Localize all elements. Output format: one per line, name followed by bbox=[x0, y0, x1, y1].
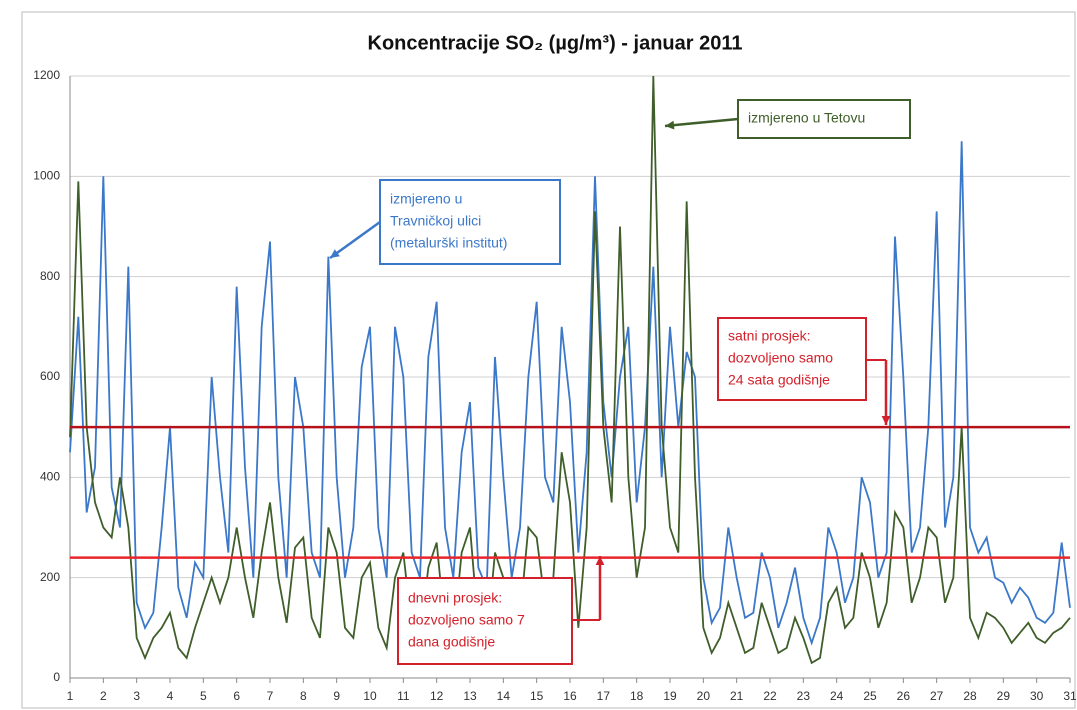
x-tick-label: 9 bbox=[333, 689, 340, 703]
arrow-head bbox=[665, 120, 675, 130]
x-tick-label: 13 bbox=[463, 689, 477, 703]
x-tick-label: 14 bbox=[497, 689, 511, 703]
chart-title: Koncentracije SO₂ (µg/m³) - januar 2011 bbox=[368, 32, 743, 54]
x-tick-label: 8 bbox=[300, 689, 307, 703]
x-tick-label: 28 bbox=[963, 689, 977, 703]
x-tick-label: 4 bbox=[167, 689, 174, 703]
annotation-arrow bbox=[664, 117, 739, 128]
arrow-head bbox=[330, 249, 340, 258]
annotation-text: Travničkoj ulici bbox=[390, 213, 481, 229]
y-tick-label: 1200 bbox=[33, 68, 60, 82]
x-tick-label: 18 bbox=[630, 689, 644, 703]
y-tick-label: 600 bbox=[40, 369, 60, 383]
x-tick-label: 3 bbox=[133, 689, 140, 703]
x-tick-label: 29 bbox=[997, 689, 1011, 703]
x-tick-label: 23 bbox=[797, 689, 811, 703]
annotation-text: izmjereno u bbox=[390, 191, 462, 207]
x-tick-label: 7 bbox=[267, 689, 274, 703]
x-tick-label: 6 bbox=[233, 689, 240, 703]
x-tick-label: 15 bbox=[530, 689, 544, 703]
arrow-head bbox=[881, 415, 891, 425]
x-tick-label: 31 bbox=[1063, 689, 1077, 703]
annotation-text: dozvoljeno samo 7 bbox=[408, 612, 525, 628]
x-tick-label: 22 bbox=[763, 689, 777, 703]
x-tick-label: 16 bbox=[563, 689, 577, 703]
x-tick-label: 12 bbox=[430, 689, 444, 703]
y-tick-label: 1000 bbox=[33, 169, 60, 183]
series-line bbox=[69, 141, 1071, 646]
x-tick-label: 30 bbox=[1030, 689, 1044, 703]
annotation-text: (metalurški institut) bbox=[390, 235, 507, 251]
x-tick-label: 25 bbox=[863, 689, 877, 703]
x-tick-label: 11 bbox=[397, 689, 410, 703]
annotation-box bbox=[379, 179, 561, 265]
annotation-text: satni prosjek: bbox=[728, 328, 810, 344]
x-tick-label: 26 bbox=[897, 689, 911, 703]
annotation-text: dana godišnje bbox=[408, 634, 495, 650]
annotation-text: dnevni prosjek: bbox=[408, 590, 502, 606]
annotation-text: dozvoljeno samo bbox=[728, 350, 833, 366]
annotation-box bbox=[397, 577, 573, 665]
y-tick-label: 0 bbox=[53, 670, 60, 684]
x-tick-label: 2 bbox=[100, 689, 107, 703]
annotation-arrow bbox=[329, 220, 381, 260]
annotation-box bbox=[717, 317, 867, 401]
x-tick-label: 19 bbox=[663, 689, 677, 703]
x-tick-label: 10 bbox=[363, 689, 377, 703]
annotation-text: izmjereno u Tetovu bbox=[748, 110, 865, 126]
annotation-text: 24 sata godišnje bbox=[728, 372, 830, 388]
x-tick-label: 27 bbox=[930, 689, 944, 703]
annotation-box bbox=[737, 99, 911, 139]
series-line bbox=[69, 75, 1071, 665]
y-tick-label: 800 bbox=[40, 269, 60, 283]
x-tick-label: 20 bbox=[697, 689, 711, 703]
y-tick-label: 200 bbox=[40, 570, 60, 584]
x-tick-label: 17 bbox=[597, 689, 611, 703]
x-tick-label: 1 bbox=[67, 689, 74, 703]
y-tick-label: 400 bbox=[40, 470, 60, 484]
arrow-head bbox=[595, 556, 605, 566]
x-tick-label: 21 bbox=[730, 689, 744, 703]
x-tick-label: 5 bbox=[200, 689, 207, 703]
x-tick-label: 24 bbox=[830, 689, 844, 703]
